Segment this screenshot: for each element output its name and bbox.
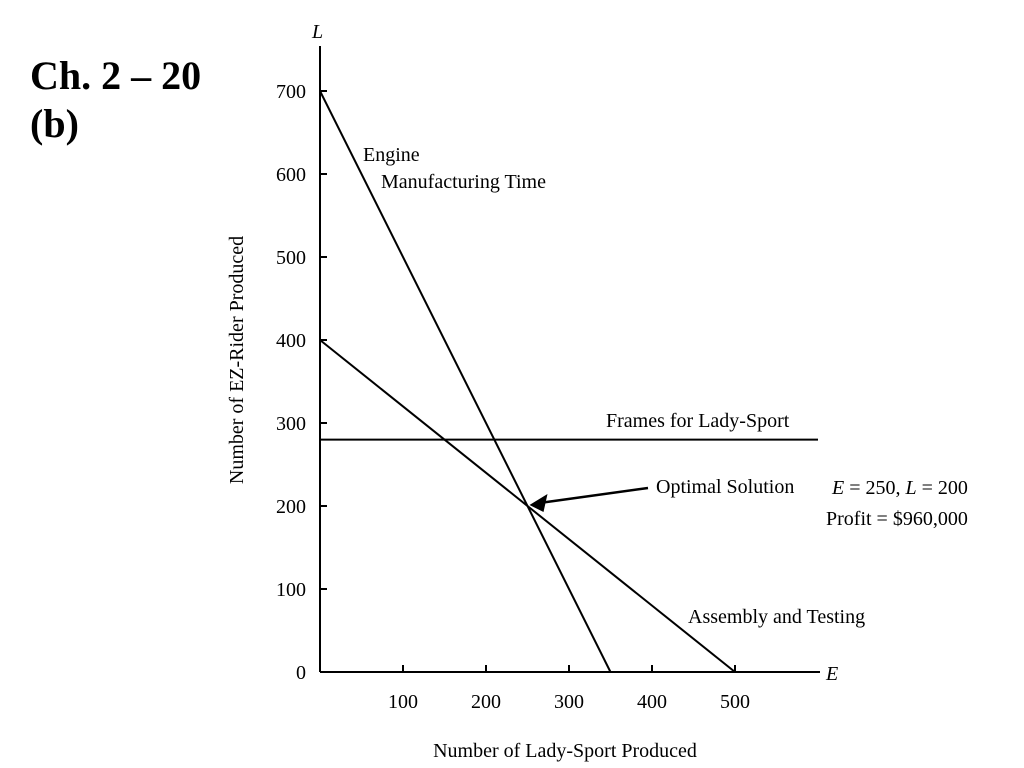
x-axis-title: Number of Lady-Sport Produced (433, 740, 697, 762)
optimal-arrow-head (529, 494, 548, 512)
optimal-profit: Profit = $960,000 (826, 508, 968, 530)
frames-label: Frames for Lady-Sport (606, 410, 790, 432)
y-tick-label: 400 (276, 330, 306, 352)
optimal-value: = 200 (917, 477, 968, 499)
y-tick-label: 600 (276, 164, 306, 186)
y-tick-label: 200 (276, 496, 306, 518)
heading-line-1: Ch. 2 – 20 (30, 53, 202, 98)
y-tick-label: 700 (276, 81, 306, 103)
optimal-variable: E (831, 477, 844, 499)
x-tick-label: 500 (720, 691, 750, 713)
assembly-label: Assembly and Testing (688, 606, 865, 628)
y-tick-label: 0 (296, 662, 306, 684)
slide-heading: Ch. 2 – 20 (b) (30, 52, 201, 148)
x-tick-label: 200 (471, 691, 501, 713)
annotations: Engine Manufacturing Time Frames for Lady-… (363, 144, 968, 628)
x-axis-symbol: E (825, 663, 838, 685)
optimal-values: E = 250, L = 200 (831, 477, 968, 499)
optimal-value: = 250, (844, 477, 905, 499)
axes: E L Number of Lady-Sport Produced Number of… (226, 21, 838, 762)
y-tick-label: 100 (276, 579, 306, 601)
heading-line-2: (b) (30, 101, 79, 146)
ticks: 100 200 300 400 500 0 100 200 300 400 500 600 700 (276, 81, 750, 713)
engine-constraint-line (319, 90, 612, 673)
y-axis-title: Number of EZ-Rider Produced (226, 236, 248, 484)
engine-label-line-1: Engine (363, 144, 420, 166)
y-axis-symbol: L (311, 21, 323, 43)
constraint-lines (319, 90, 818, 673)
optimal-arrow-shaft (539, 486, 649, 505)
y-tick-label: 300 (276, 413, 306, 435)
x-tick-label: 100 (388, 691, 418, 713)
assembly-constraint-line (319, 339, 736, 673)
optimal-solution-label: Optimal Solution (656, 476, 794, 498)
x-tick-label: 300 (554, 691, 584, 713)
x-tick-label: 400 (637, 691, 667, 713)
engine-label-line-2: Manufacturing Time (381, 171, 546, 193)
optimal-variable: L (905, 477, 917, 499)
y-tick-label: 500 (276, 247, 306, 269)
